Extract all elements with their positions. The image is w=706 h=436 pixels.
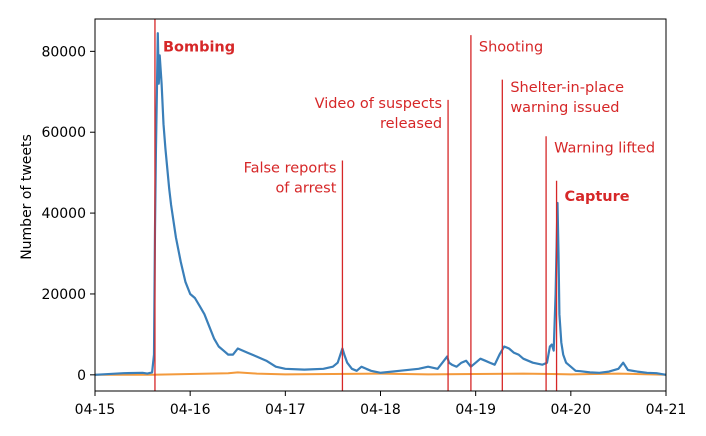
series-line-2 — [95, 371, 667, 376]
event-label-5-1: Shelter-in-place — [510, 80, 624, 96]
y-tick-label-1: 0 — [77, 368, 86, 384]
x-tick-label-5: 04-19 — [455, 402, 496, 418]
x-tick-label-4: 04-18 — [360, 402, 401, 418]
x-tick-label-3: 04-17 — [265, 402, 306, 418]
event-label-3-1: Video of suspects — [315, 96, 442, 112]
plot-frame — [94, 18, 667, 392]
y-tick-label-5: 80000 — [41, 44, 86, 60]
event-label-4-1: Shooting — [479, 39, 543, 55]
y-axis-title: Number of tweets — [19, 134, 35, 260]
x-tick-label-7: 04-21 — [646, 402, 687, 418]
y-tick-label-2: 20000 — [41, 287, 86, 303]
series-line-1 — [94, 32, 667, 376]
y-tick-label-3: 40000 — [41, 206, 86, 222]
x-tick-label-2: 04-16 — [170, 402, 211, 418]
x-tick-label-1: 04-15 — [75, 402, 116, 418]
event-label-5-2: warning issued — [510, 100, 619, 116]
event-label-6-1: Warning lifted — [554, 140, 655, 156]
event-label-3-2: released — [380, 116, 442, 132]
event-label-7-1: Capture — [565, 189, 630, 205]
axes-layer: 04-15 04-16 04-17 04-18 04-19 04-20 04-21 0 2000… — [41, 18, 687, 418]
plot-layer: Bombing False reports of arrest Video of su… — [94, 19, 667, 391]
x-tick-label-6: 04-20 — [550, 402, 591, 418]
event-label-2-2: of arrest — [275, 181, 336, 197]
y-tick-label-4: 60000 — [41, 125, 86, 141]
event-label-2-1: False reports — [244, 161, 337, 177]
event-label-1-1: Bombing — [163, 39, 235, 55]
